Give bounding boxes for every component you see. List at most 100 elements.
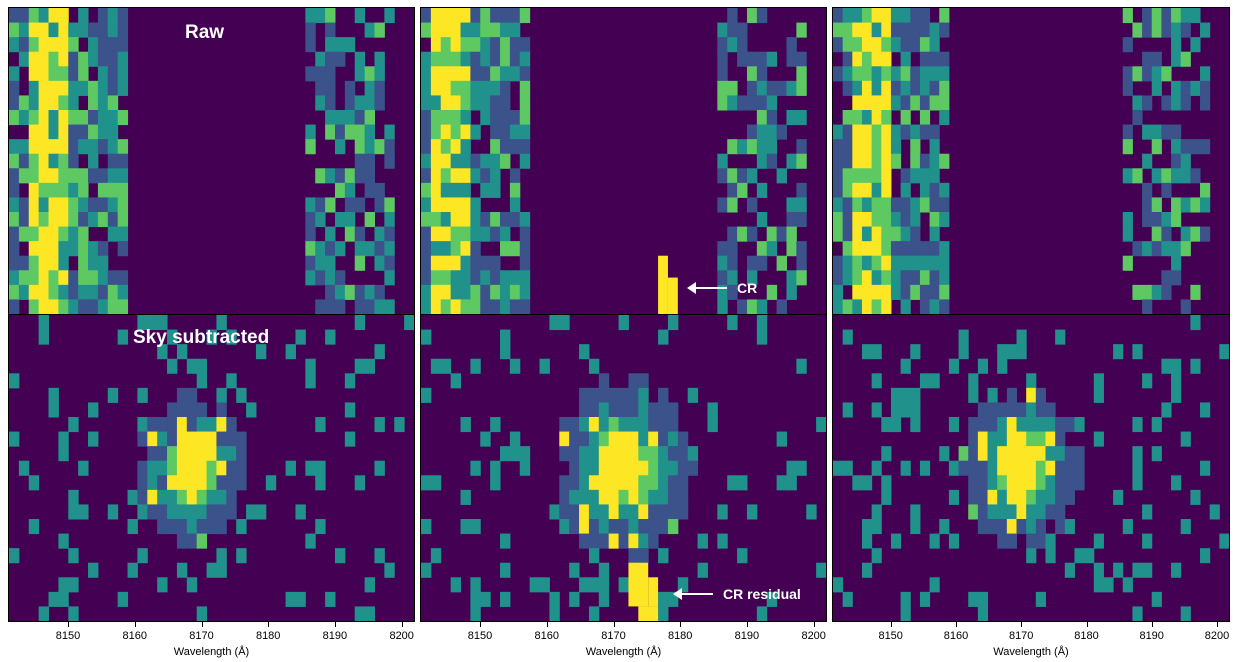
heatmap-cell bbox=[871, 299, 882, 314]
heatmap-cell bbox=[852, 226, 863, 242]
heatmap-cell bbox=[1190, 197, 1201, 213]
x-tick bbox=[1151, 622, 1153, 627]
heatmap-cell bbox=[1016, 402, 1027, 418]
heatmap-cell bbox=[968, 475, 979, 491]
heatmap-cell bbox=[305, 241, 316, 257]
heatmap-cell bbox=[1142, 211, 1153, 228]
heatmap-cell bbox=[900, 66, 911, 82]
heatmap-cell bbox=[374, 299, 385, 314]
heatmap-cell bbox=[929, 80, 940, 96]
heatmap-cell bbox=[344, 124, 356, 140]
heatmap-cell bbox=[871, 182, 882, 198]
heatmap-cell bbox=[766, 241, 778, 257]
heatmap-cell bbox=[910, 504, 921, 520]
heatmap-cell bbox=[325, 51, 336, 67]
heatmap-cell bbox=[1132, 168, 1143, 184]
heatmap-cell bbox=[1016, 518, 1027, 535]
heatmap-cell bbox=[460, 226, 471, 242]
heatmap-cell bbox=[88, 139, 99, 155]
heatmap-cell bbox=[1122, 37, 1133, 53]
heatmap-cell bbox=[500, 8, 511, 24]
heatmap-cell bbox=[658, 489, 669, 505]
heatmap-cell bbox=[137, 387, 148, 403]
heatmap-cell bbox=[325, 22, 336, 38]
x-axis-label: Wavelength (Å) bbox=[173, 646, 250, 658]
heatmap-cell bbox=[1171, 373, 1182, 389]
heatmap-cell bbox=[305, 8, 316, 24]
heatmap-cell bbox=[28, 110, 40, 126]
heatmap-cell bbox=[68, 80, 79, 96]
heatmap-cell bbox=[958, 446, 969, 462]
heatmap-cell bbox=[900, 80, 911, 96]
heatmap-cell bbox=[549, 315, 560, 331]
heatmap-cell bbox=[440, 270, 452, 286]
heatmap-cell bbox=[68, 489, 79, 505]
heatmap-cell bbox=[127, 562, 138, 578]
heatmap-cell bbox=[216, 548, 227, 564]
heatmap-cell bbox=[117, 66, 129, 82]
heatmap-cell bbox=[569, 431, 580, 447]
heatmap-cell bbox=[58, 211, 69, 228]
heatmap-cell bbox=[295, 504, 306, 520]
heatmap-cell bbox=[1190, 358, 1201, 374]
heatmap-cell bbox=[216, 562, 227, 578]
heatmap-cell bbox=[638, 548, 649, 564]
x-tick-label: 8190 bbox=[1139, 630, 1164, 642]
heatmap-cell bbox=[658, 446, 669, 462]
heatmap-cell bbox=[628, 548, 639, 564]
heatmap-cell bbox=[948, 460, 960, 476]
heatmap-cell bbox=[374, 182, 385, 198]
heatmap-cell bbox=[842, 241, 853, 257]
heatmap-cell bbox=[588, 431, 600, 447]
heatmap-cell bbox=[598, 417, 610, 433]
heatmap-cell bbox=[852, 66, 863, 82]
heatmap-cell bbox=[842, 51, 853, 67]
heatmap-cell bbox=[1171, 270, 1182, 286]
heatmap-cell bbox=[48, 110, 59, 126]
heatmap-cell bbox=[509, 284, 521, 300]
heatmap-cell bbox=[325, 270, 336, 286]
heatmap-cell bbox=[107, 153, 119, 169]
heatmap-cell bbox=[450, 255, 462, 271]
heatmap-cell bbox=[667, 417, 679, 433]
heatmap-cell bbox=[871, 124, 882, 140]
heatmap-cell bbox=[68, 22, 79, 38]
heatmap-cell bbox=[1190, 139, 1201, 155]
heatmap-cell bbox=[900, 358, 911, 374]
heatmap-cell bbox=[430, 548, 442, 564]
heatmap-cell bbox=[430, 197, 442, 213]
heatmap-cell bbox=[315, 417, 326, 433]
heatmap-cell bbox=[588, 489, 600, 505]
heatmap-cell bbox=[667, 460, 679, 476]
heatmap-cell bbox=[598, 518, 610, 535]
heatmap-cell bbox=[707, 417, 718, 433]
heatmap-cell bbox=[9, 270, 20, 286]
heatmap-cell bbox=[842, 139, 853, 155]
heatmap-cell bbox=[354, 255, 366, 271]
heatmap-cell bbox=[929, 37, 940, 53]
heatmap-cell bbox=[509, 51, 521, 67]
heatmap-cell bbox=[9, 168, 20, 184]
heatmap-cell bbox=[1180, 8, 1191, 24]
heatmap-cell bbox=[490, 270, 501, 286]
heatmap-cell bbox=[58, 226, 69, 242]
heatmap-cell bbox=[216, 417, 227, 433]
heatmap-cell bbox=[890, 22, 902, 38]
heatmap-cell bbox=[997, 358, 1008, 374]
heatmap-cell bbox=[658, 475, 669, 491]
heatmap-cell bbox=[97, 124, 109, 140]
heatmap-cell bbox=[1026, 402, 1037, 418]
heatmap-cell bbox=[618, 577, 629, 593]
heatmap-cell bbox=[480, 211, 491, 228]
heatmap-cell bbox=[929, 22, 940, 38]
heatmap-cell bbox=[756, 124, 768, 140]
heatmap-cell bbox=[176, 417, 188, 433]
heatmap-cell bbox=[500, 533, 511, 549]
heatmap-cell bbox=[186, 577, 198, 593]
heatmap-cell bbox=[334, 139, 346, 155]
x-tick-label: 8190 bbox=[322, 630, 348, 642]
heatmap-cell bbox=[658, 431, 669, 447]
heatmap-cell bbox=[196, 431, 208, 447]
heatmap-cell bbox=[939, 211, 950, 228]
heatmap-cell bbox=[500, 329, 511, 345]
